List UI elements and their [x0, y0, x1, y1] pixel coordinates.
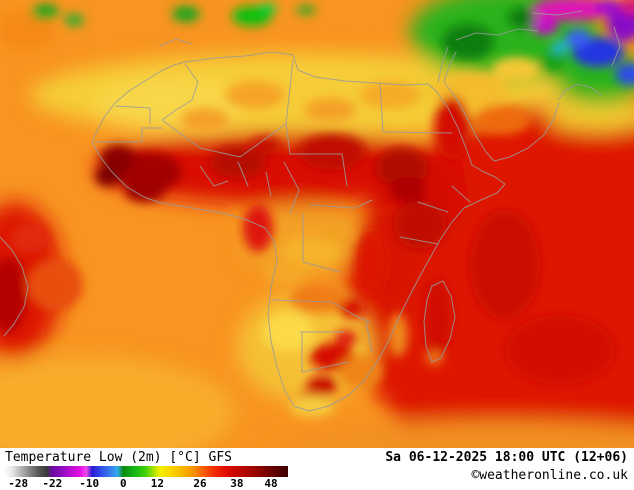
legend-ticks: -28 -22 -10 0 12 26 38 48	[4, 477, 288, 490]
forecast-datetime: Sa 06-12-2025 18:00 UTC (12+06)	[385, 450, 628, 465]
madagascar-coastline	[423, 280, 456, 363]
legend-tick: 48	[264, 477, 278, 490]
legend-title: Temperature Low (2m) [°C] GFS	[5, 450, 232, 465]
legend-tick: 0	[119, 477, 127, 490]
temperature-detail-layer	[0, 0, 634, 417]
legend-tick: 26	[193, 477, 207, 490]
copyright-link: ©weatheronline.co.uk	[471, 468, 628, 483]
country-borders-layer	[0, 10, 621, 412]
legend-tick: 12	[150, 477, 164, 490]
legend-tick: -10	[79, 477, 100, 490]
anatolia-caucasus-coastlines	[455, 10, 621, 67]
legend-tick: 38	[230, 477, 244, 490]
internal-country-borders	[94, 59, 471, 373]
africa-coastline	[91, 51, 506, 412]
arabia-coastline	[437, 46, 603, 162]
iberia-coastline	[159, 38, 192, 47]
south-america-coastline	[0, 236, 29, 337]
legend-tick: -28	[8, 477, 29, 490]
legend-bar: Temperature Low (2m) [°C] GFS -28 -22 -10 0…	[0, 448, 634, 490]
legend-colorbar	[4, 466, 288, 477]
legend-tick: -22	[42, 477, 63, 490]
map-area	[0, 0, 634, 448]
temperature-map	[0, 0, 634, 448]
